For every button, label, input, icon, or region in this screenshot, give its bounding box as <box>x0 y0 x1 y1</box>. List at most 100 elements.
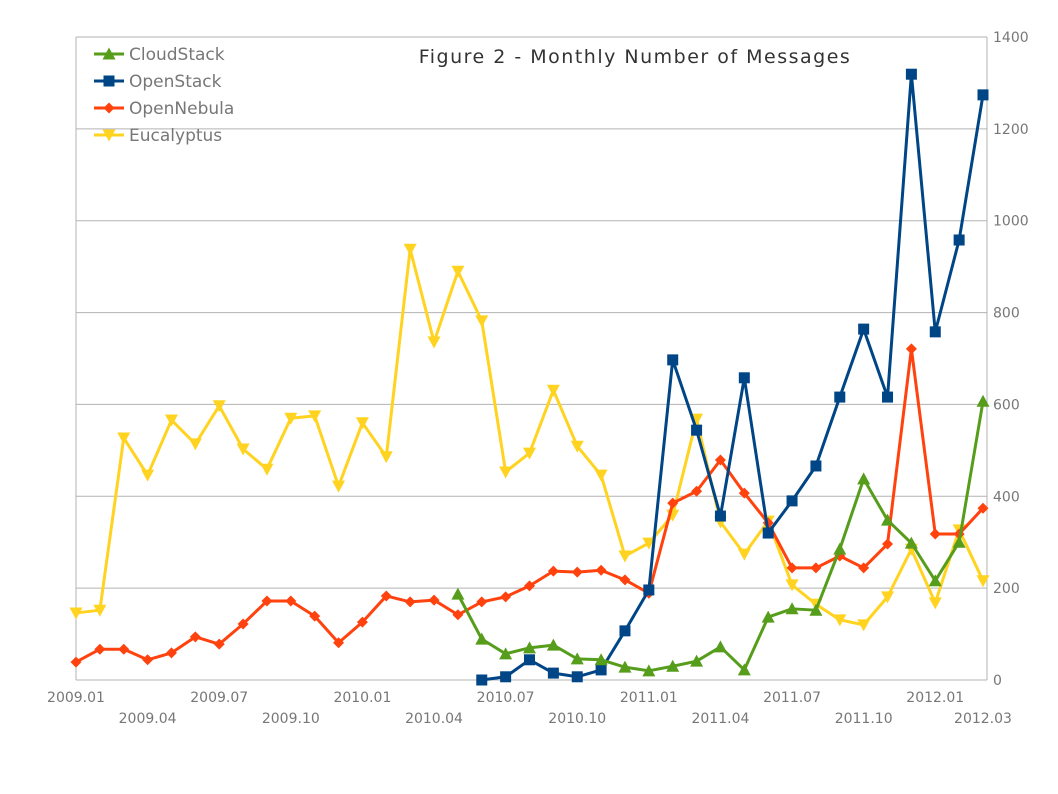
gridlines <box>76 36 987 681</box>
x-tick-label: 2010.10 <box>548 711 606 727</box>
marker-square <box>571 671 583 683</box>
marker-triangle-up <box>785 602 799 615</box>
x-tick-label: 2012.03 <box>954 711 1012 727</box>
marker-square <box>977 89 989 101</box>
marker-square <box>929 326 941 338</box>
marker-square <box>882 391 894 403</box>
marker-diamond <box>547 565 559 577</box>
marker-square <box>810 460 822 472</box>
marker-square <box>643 584 655 596</box>
x-tick-label: 2010.07 <box>477 690 535 706</box>
marker-triangle-up <box>594 653 608 666</box>
y-tick-label: 1000 <box>993 214 1029 230</box>
marker-triangle-down <box>332 480 346 493</box>
marker-diamond <box>476 596 488 608</box>
marker-square <box>691 424 703 436</box>
marker-square <box>953 234 965 246</box>
marker-diamond <box>285 595 297 607</box>
marker-triangle-down <box>102 129 116 142</box>
x-tick-label: 2012.01 <box>906 690 964 706</box>
marker-triangle-up <box>857 472 871 485</box>
series-line <box>75 347 985 664</box>
series-openstack <box>476 68 989 686</box>
marker-diamond <box>380 590 392 602</box>
x-tick-label: 2011.01 <box>620 690 678 706</box>
x-tick-label: 2009.10 <box>262 711 320 727</box>
marker-diamond <box>452 609 464 621</box>
marker-triangle-down <box>260 463 274 476</box>
marker-square <box>619 625 631 637</box>
marker-square <box>786 495 798 507</box>
marker-triangle-down <box>451 265 465 278</box>
marker-triangle-down <box>594 469 608 482</box>
legend-label: CloudStack <box>129 45 225 65</box>
marker-triangle-down <box>212 400 226 413</box>
marker-triangle-up <box>570 652 584 665</box>
marker-square <box>738 372 750 384</box>
marker-triangle-down <box>403 243 417 256</box>
marker-square <box>667 354 679 366</box>
marker-diamond <box>858 562 870 574</box>
legend-label: Eucalyptus <box>129 126 222 146</box>
marker-triangle-up <box>618 660 632 673</box>
marker-triangle-down <box>355 417 369 430</box>
marker-square <box>524 654 535 666</box>
marker-triangle-up <box>713 640 727 653</box>
marker-diamond <box>786 562 798 574</box>
marker-diamond <box>261 595 273 607</box>
y-tick-label: 800 <box>993 306 1020 322</box>
marker-diamond <box>977 502 989 514</box>
marker-diamond <box>595 564 607 576</box>
x-tick-label: 2009.07 <box>190 690 248 706</box>
marker-triangle-up <box>690 654 704 667</box>
series-group <box>69 68 990 686</box>
marker-triangle-down <box>284 412 298 425</box>
x-tick-label: 2011.04 <box>691 711 749 727</box>
marker-diamond <box>142 654 154 666</box>
x-tick-label: 2011.10 <box>835 711 893 727</box>
series-opennebula <box>70 343 989 668</box>
y-tick-label: 1400 <box>993 30 1029 46</box>
marker-triangle-up <box>475 632 489 645</box>
marker-diamond <box>619 574 631 586</box>
marker-triangle-down <box>117 432 131 445</box>
y-tick-label: 0 <box>993 673 1002 689</box>
marker-triangle-up <box>451 587 465 600</box>
x-tick-label: 2010.04 <box>405 711 463 727</box>
marker-triangle-up <box>666 659 680 672</box>
marker-triangle-down <box>499 466 513 479</box>
marker-triangle-down <box>570 440 584 453</box>
marker-diamond <box>905 343 917 355</box>
marker-diamond <box>94 643 106 655</box>
marker-triangle-up <box>523 641 536 654</box>
marker-triangle-down <box>69 607 83 620</box>
marker-triangle-down <box>618 550 632 563</box>
legend-item-eucalyptus: Eucalyptus <box>94 126 222 146</box>
marker-diamond <box>500 591 512 603</box>
marker-triangle-up <box>833 542 847 555</box>
marker-diamond <box>70 656 82 668</box>
marker-diamond <box>309 610 321 622</box>
marker-triangle-down <box>93 604 107 617</box>
marker-diamond <box>738 487 750 499</box>
marker-triangle-down <box>475 315 489 328</box>
series-cloudstack <box>451 394 990 677</box>
marker-triangle-down <box>857 619 871 632</box>
x-tick-label: 2010.01 <box>333 690 391 706</box>
marker-diamond <box>428 594 440 606</box>
marker-triangle-up <box>546 638 560 651</box>
marker-triangle-up <box>809 603 823 616</box>
marker-diamond <box>118 643 130 655</box>
legend: CloudStack OpenStack OpenNebula Eucalyptus <box>94 45 234 146</box>
marker-triangle-up <box>737 663 751 676</box>
marker-diamond <box>882 538 894 550</box>
marker-triangle-down <box>642 537 656 550</box>
marker-triangle-up <box>928 574 942 587</box>
marker-square <box>476 674 488 686</box>
marker-triangle-down <box>188 438 202 451</box>
y-tick-label: 400 <box>993 489 1020 505</box>
marker-square <box>714 510 726 522</box>
x-tick-label: 2009.04 <box>119 711 177 727</box>
marker-square <box>103 75 115 87</box>
